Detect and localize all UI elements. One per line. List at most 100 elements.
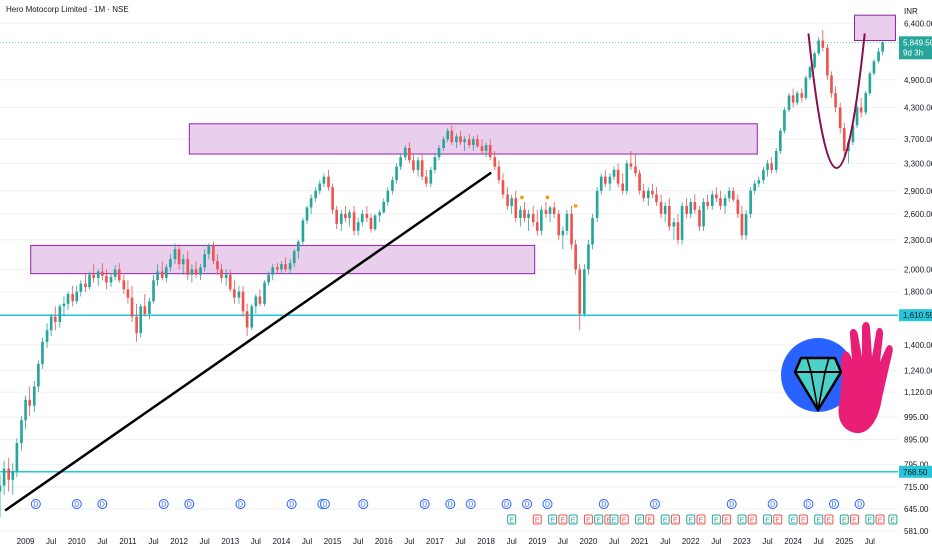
x-tick-label: Jul: [200, 537, 210, 546]
earnings-letter: E: [868, 518, 873, 525]
candle-body: [710, 194, 714, 206]
resistance-zones[interactable]: [30, 14, 896, 275]
event-markers[interactable]: DDDDDDDDDDDDDDDDDDDDDDDEEEEEEEEEEEEEEEEE…: [30, 499, 898, 525]
candle-body: [642, 190, 646, 199]
earnings-letter: E: [765, 518, 770, 525]
candle-body: [851, 125, 855, 143]
x-tick-label: 2010: [68, 537, 86, 546]
candle-body: [220, 269, 223, 279]
earnings-icon: [619, 514, 629, 525]
candle-body: [523, 209, 526, 218]
candle-body: [152, 280, 155, 302]
candle-body: [702, 202, 705, 227]
earnings-icon: [824, 514, 834, 525]
y-tick-label: 6,400.00: [904, 19, 932, 28]
candle-body: [237, 291, 241, 298]
y-tick-label: 581.00: [904, 527, 929, 536]
x-tick-label: 2020: [580, 537, 598, 546]
candle-body: [493, 157, 497, 167]
x-tick-label: Jul: [46, 537, 56, 546]
earnings-icon: [686, 514, 696, 525]
signal-dot: [573, 204, 578, 208]
x-tick-label: Jul: [353, 537, 363, 546]
earnings-icon: [660, 514, 670, 525]
candle-body: [753, 183, 757, 191]
candle-body: [309, 198, 313, 208]
candle-body: [693, 202, 697, 210]
candle-body: [386, 190, 390, 203]
candle-body: [233, 289, 236, 298]
earnings-icon: [850, 514, 860, 525]
earnings-marker: E: [548, 514, 558, 525]
candle-body: [117, 269, 121, 281]
x-tick-label: Jul: [97, 537, 107, 546]
earnings-letter: E: [724, 518, 729, 525]
y-tick-label: 4,300.00: [904, 103, 932, 112]
candle-body: [41, 341, 44, 364]
candle-body: [471, 139, 475, 146]
dividend-marker: D: [358, 499, 369, 509]
y-tick-label: 2,300.00: [904, 236, 932, 245]
dividend-letter: D: [74, 502, 79, 509]
candle-body: [177, 249, 181, 265]
dividend-marker: D: [598, 499, 609, 509]
signal-dot: [545, 195, 550, 200]
candle-body: [578, 269, 582, 314]
earnings-icon: [670, 514, 680, 525]
dividend-marker: D: [71, 499, 82, 509]
dividend-marker: D: [158, 499, 169, 509]
x-tick-label: 2012: [170, 537, 188, 546]
candle-body: [685, 205, 688, 214]
candle-body: [0, 485, 2, 492]
candle-body: [476, 139, 479, 147]
chart-title: Hero Motocorp Limited · 1M · NSE: [6, 5, 129, 14]
earnings-icon: [583, 514, 593, 525]
candle-body: [28, 399, 31, 406]
candle-body: [420, 160, 424, 177]
candle-body: [58, 306, 62, 322]
candle-body: [830, 75, 833, 94]
candles: [0, 29, 884, 518]
earnings-icon: [609, 514, 619, 525]
x-tick-label: Jul: [711, 537, 721, 546]
time-axis[interactable]: 2009 Jul 2010 Jul 2011 Jul 2012 Jul 2013 Jul 2014 J…: [17, 537, 876, 546]
dividend-icon: [598, 499, 609, 509]
candle-body: [877, 51, 880, 62]
earnings-letter: E: [647, 518, 652, 525]
earnings-marker: E: [722, 514, 732, 525]
candle-body: [276, 267, 279, 270]
candle-body: [254, 296, 258, 307]
dividend-letter: D: [100, 502, 105, 509]
candle-body: [301, 220, 305, 242]
candle-body: [109, 276, 113, 283]
candle-body: [403, 147, 407, 158]
candle-body: [719, 198, 722, 206]
earnings-icon: [737, 514, 747, 525]
candle-body: [280, 264, 283, 270]
candle-body: [7, 468, 11, 480]
candle-body: [66, 294, 70, 304]
y-tick-label: 1,400.00: [904, 341, 932, 350]
candle-body: [88, 274, 91, 288]
candle-body: [2, 468, 6, 486]
candle-body: [497, 166, 501, 181]
dividend-icon: [71, 499, 82, 509]
earnings-letter: E: [612, 518, 617, 525]
candle-body: [591, 217, 594, 245]
price-axis[interactable]: 6,400.00 4,900.00 4,300.00 3,700.00 3,300.00…: [899, 19, 932, 536]
candle-body: [15, 443, 19, 472]
candle-body: [446, 130, 450, 140]
candle-body: [659, 202, 663, 214]
dividend-icon: [649, 499, 660, 509]
earnings-icon: [696, 514, 706, 525]
candle-body: [731, 190, 735, 200]
earnings-marker: E: [763, 514, 773, 525]
countdown-label: 9d 3h: [903, 48, 923, 57]
drawings[interactable]: [4, 33, 866, 512]
candle-body: [834, 93, 837, 108]
candle-body: [838, 107, 842, 129]
earnings-icon: [788, 514, 798, 525]
candle-body: [629, 163, 633, 167]
candle-body: [250, 306, 254, 328]
